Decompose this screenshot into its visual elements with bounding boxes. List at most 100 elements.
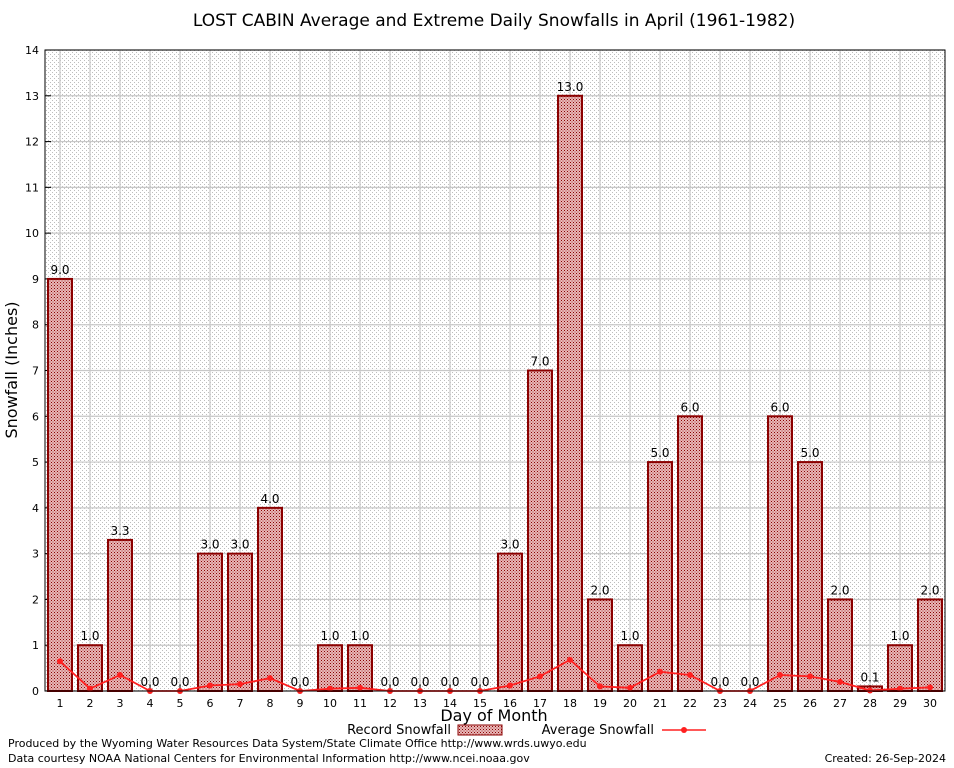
y-tick-label: 4 [32,502,39,515]
x-tick-label: 12 [383,697,397,710]
y-tick-label: 12 [25,136,39,149]
bar-value-label: 0.0 [410,675,429,689]
x-tick-label: 18 [563,697,577,710]
x-tick-label: 15 [473,697,487,710]
record-bar [77,644,103,693]
plot-frame [44,49,946,692]
x-tick-label: 19 [593,697,607,710]
bar-value-labels: 9.0 1.0 3.3 0.0 0.0 3.0 3.0 4.0 0.0 1.0 1.0 0.0 0.0 0… [50,80,939,689]
bar-value-label: 7.0 [530,355,549,369]
legend-swatch-record [457,724,503,736]
record-bars [47,94,943,693]
record-bar [497,552,523,693]
average-point [237,681,243,688]
x-tick-label: 4 [147,697,154,710]
chart-title: LOST CABIN Average and Extreme Daily Sno… [193,11,795,31]
average-point [117,671,123,678]
y-tick-label: 13 [25,90,39,103]
x-tick-label: 28 [863,697,877,710]
bar-value-label: 6.0 [770,400,789,414]
y-axis-label: Snowfall (Inches) [2,301,21,438]
average-line [57,656,933,694]
x-tick-label: 20 [623,697,637,710]
average-point [357,684,363,691]
bar-value-label: 3.0 [200,538,219,552]
legend: Record Snowfall Average Snowfall [347,723,706,738]
x-axis-label: Day of Month [440,706,547,725]
record-bar [557,94,583,693]
bar-value-label: 2.0 [590,583,609,597]
record-bar [107,538,133,693]
x-tick-label: 29 [893,697,907,710]
bar-value-label: 3.0 [230,538,249,552]
x-tick-label: 23 [713,697,727,710]
bar-value-label: 0.0 [380,675,399,689]
bar-value-label: 0.0 [140,675,159,689]
y-tick-label: 7 [32,365,39,378]
record-bar [827,598,853,693]
bar-value-label: 3.0 [500,538,519,552]
record-bar [767,415,793,692]
y-tick-label: 8 [32,319,39,332]
x-tick-label: 26 [803,697,817,710]
x-tick-label: 14 [443,697,457,710]
record-bar [527,369,553,692]
bar-value-label: 5.0 [800,446,819,460]
x-tick-label: 24 [743,697,757,710]
bar-value-label: 1.0 [620,629,639,643]
record-bar [887,644,913,693]
x-tick-label: 7 [237,697,244,710]
x-tick-label: 9 [297,697,304,710]
x-tick-label: 1 [57,697,64,710]
y-tick-label: 1 [32,639,39,652]
average-point [87,685,93,692]
average-point [597,683,603,690]
bar-value-label: 2.0 [920,583,939,597]
average-point [507,682,513,689]
average-point [777,671,783,678]
x-tick-label: 17 [533,697,547,710]
y-tick-label: 6 [32,410,39,423]
footer-created: Created: 26-Sep-2024 [824,752,946,765]
record-bar [227,552,253,693]
x-tick-label: 13 [413,697,427,710]
bar-value-label: 3.3 [110,524,129,538]
x-tick-label: 27 [833,697,847,710]
average-point [657,668,663,675]
average-point [537,673,543,680]
bar-value-label: 0.0 [170,675,189,689]
x-tick-label: 25 [773,697,787,710]
bar-value-label: 5.0 [650,446,669,460]
legend-label-average: Average Snowfall [542,723,654,738]
footer-produced-by: Produced by the Wyoming Water Resources … [8,737,587,750]
average-point [687,671,693,678]
x-tick-label: 22 [683,697,697,710]
bar-value-label: 0.0 [710,675,729,689]
record-bar [677,415,703,692]
record-bar [197,552,223,693]
average-point [567,656,573,663]
record-bar [347,644,373,693]
average-point [807,673,813,680]
x-tick-label: 11 [353,697,367,710]
bar-value-label: 0.0 [470,675,489,689]
average-point [627,684,633,691]
bar-value-label: 0.1 [860,670,879,684]
average-point [927,684,933,691]
record-bar [257,506,283,692]
average-point [837,678,843,685]
y-tick-label: 3 [32,548,39,561]
y-tick-label: 11 [25,181,39,194]
average-point [207,682,213,689]
bar-value-label: 1.0 [890,629,909,643]
bar-value-label: 0.0 [740,675,759,689]
y-tick-label: 9 [32,273,39,286]
bar-value-label: 1.0 [80,629,99,643]
bar-value-label: 9.0 [50,263,69,277]
x-tick-label: 21 [653,697,667,710]
average-point [267,675,273,682]
bar-value-label: 0.0 [440,675,459,689]
legend-marker-average [681,727,687,733]
